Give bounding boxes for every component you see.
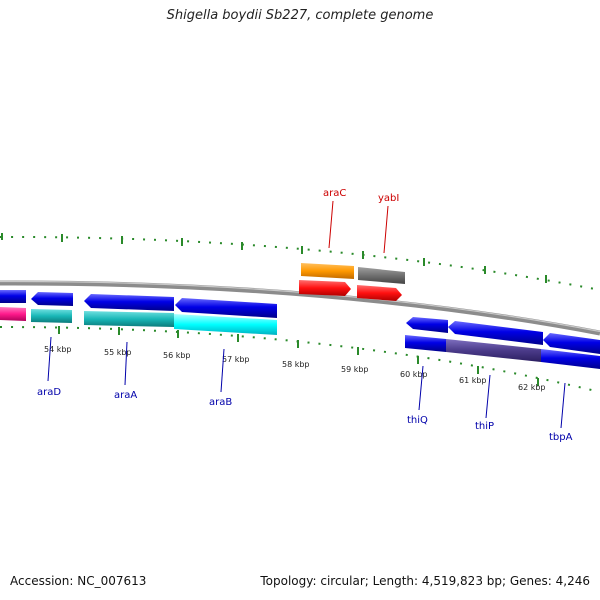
leader-araD	[47, 336, 52, 382]
gene-label-araD: araD	[37, 387, 61, 398]
tick-label-62kbp: 62 kbp	[518, 383, 546, 392]
feature-thiQ-cog	[405, 335, 446, 352]
feature-yabI-cds	[357, 285, 402, 301]
feature-yabI-cog	[358, 267, 405, 284]
tick-label-61kbp: 61 kbp	[459, 376, 487, 385]
feature-thiP-cds	[448, 321, 543, 345]
leader-tbpA	[560, 382, 566, 429]
accession-text: Accession: NC_007613	[10, 574, 147, 588]
gene-label-tbpA: tbpA	[549, 432, 573, 443]
feature-upstream-cog	[0, 307, 26, 321]
feature-araD-cog	[31, 309, 72, 323]
leader-araC	[328, 200, 334, 249]
tick-label-59kbp: 59 kbp	[341, 365, 369, 374]
tick-label-55kbp: 55 kbp	[104, 348, 132, 357]
feature-araC-cds	[299, 280, 351, 296]
leader-yabI	[383, 205, 389, 254]
feature-thiP-cog	[446, 339, 541, 362]
feature-tbpA-cds	[543, 333, 600, 354]
tick-label-60kbp: 60 kbp	[400, 370, 428, 379]
map-title: Shigella boydii Sb227, complete genome	[166, 8, 434, 23]
gene-label-thiQ: thiQ	[407, 415, 428, 426]
genome-summary-text: Topology: circular; Length: 4,519,823 bp…	[260, 574, 590, 588]
feature-araB-cog	[174, 314, 277, 335]
gene-label-yabI: yabI	[378, 193, 399, 204]
feature-thiQ-cds	[406, 317, 448, 333]
feature-araD-cds	[31, 292, 73, 306]
feature-araA-cds	[84, 294, 174, 311]
feature-tbpA-cog	[541, 349, 600, 369]
gene-label-araC: araC	[323, 188, 346, 199]
feature-araA-cog	[84, 311, 174, 327]
gene-label-thiP: thiP	[475, 421, 494, 432]
leader-thiQ	[418, 365, 424, 411]
tick-label-58kbp: 58 kbp	[282, 360, 310, 369]
feature-araB-cds	[175, 298, 277, 318]
leader-araB	[220, 348, 225, 393]
gene-label-araA: araA	[114, 390, 137, 401]
lower-tick-ring	[0, 326, 600, 393]
leader-thiP	[485, 374, 491, 419]
gene-label-araB: araB	[209, 397, 232, 408]
tick-label-54kbp: 54 kbp	[44, 345, 72, 354]
tick-label-57kbp: 57 kbp	[222, 355, 250, 364]
genome-backbone	[0, 280, 600, 336]
leader-araA	[124, 341, 128, 386]
upper-tick-ring	[0, 233, 600, 291]
feature-araC-cog	[301, 263, 354, 279]
upper-minor-ticks	[0, 235, 600, 291]
tick-label-56kbp: 56 kbp	[163, 351, 191, 360]
feature-upstream-cds	[0, 290, 26, 303]
